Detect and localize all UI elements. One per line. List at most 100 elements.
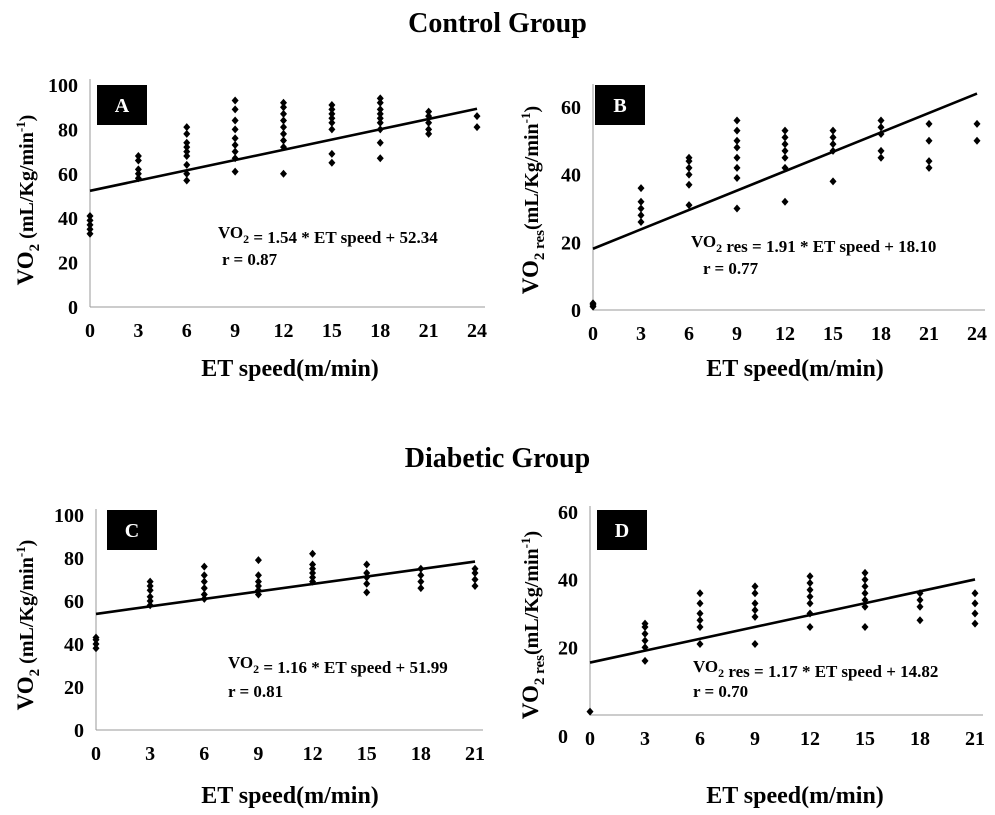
data-point [231,116,239,125]
data-point [806,592,814,601]
data-point [781,163,789,172]
data-point [200,590,208,599]
x-tick-label: 18 [411,743,431,765]
x-tick-label: 21 [965,728,985,750]
data-point [146,592,154,601]
data-point [751,606,759,615]
data-point [200,562,208,571]
data-point [425,125,433,134]
data-point [425,129,433,138]
data-point [425,118,433,127]
data-point [696,616,704,625]
data-point [829,133,837,142]
data-point [685,180,693,189]
data-point [637,218,645,226]
data-point [685,170,693,179]
data-point [280,129,287,138]
data-point [781,146,789,155]
data-point [183,169,191,178]
chart-panel-a: 0 20 40 60 80 100 0 3 6 9 12 15 18 21 24 A VO2 = 1.54 * … [13,75,487,382]
y-tick-label: 80 [58,119,78,141]
data-point [86,216,94,225]
x-tick-label: 12 [303,743,323,765]
x-tick-label: 9 [732,323,742,345]
data-point [781,140,789,149]
data-point [916,595,924,604]
data-point [280,116,287,125]
data-point [376,114,384,123]
data-point [829,146,837,155]
data-point [231,96,239,105]
data-point [781,133,789,142]
data-point [925,119,933,128]
data-point [971,609,979,618]
y-tick-label: 20 [558,637,578,659]
data-point [328,158,336,167]
data-point [425,112,433,121]
data-point [685,201,693,210]
data-point [589,299,597,308]
data-point [376,125,384,134]
y-tick-label: 100 [54,505,84,527]
x-tick-label: 6 [695,728,705,750]
x-tick-label: 24 [967,323,987,345]
data-point [183,138,191,147]
data-point [376,138,384,147]
x-tick-label: 12 [775,323,795,345]
data-point [280,136,287,145]
data-point [309,569,317,578]
x-tick-label: 9 [253,743,263,765]
data-point [363,588,371,597]
panel-label-box [107,510,157,550]
x-tick-label: 21 [419,320,439,342]
data-point [86,211,94,220]
data-point [417,584,425,593]
x-axis-title: ET speed(m/min) [201,356,379,382]
x-tick-label: 18 [871,323,891,345]
y-tick-label: 0 [74,720,84,742]
data-point [200,584,208,593]
data-point [877,130,885,138]
trendline [95,560,476,616]
correlation-r: r = 0.77 [703,259,759,278]
data-point [200,571,208,580]
data-point [751,612,759,621]
data-point [696,623,704,632]
data-point [417,577,425,586]
data-point [146,597,154,605]
data-point [363,569,371,578]
data-point [146,581,154,590]
y-tick-label: 80 [64,548,84,570]
y-tick-label: 20 [561,232,581,254]
data-point [971,599,979,608]
data-point [637,197,645,206]
data-point [473,123,481,132]
data-point [641,629,649,638]
y-tick-label: 60 [558,502,578,524]
data-point [183,123,191,132]
data-point [829,126,837,135]
data-point [92,633,100,642]
data-point [806,579,814,588]
diabetic-group-title: Diabetic Group [404,443,591,474]
data-point [471,564,479,573]
panel-label-box [597,510,647,550]
data-point [685,163,693,172]
y-tick-label: 0 [571,300,581,322]
data-point [183,147,191,156]
data-point [134,169,142,178]
panel-label: A [115,95,130,117]
x-tick-label: 3 [636,323,646,345]
data-point [641,656,649,665]
x-tick-label: 12 [800,728,820,750]
data-point [92,644,100,653]
data-point [376,105,384,114]
data-point [280,143,287,152]
data-point [925,163,933,172]
data-point [280,98,287,107]
data-point [781,126,789,135]
data-point [417,564,425,573]
data-point [231,147,239,156]
data-point [877,146,885,155]
data-point [696,639,704,648]
